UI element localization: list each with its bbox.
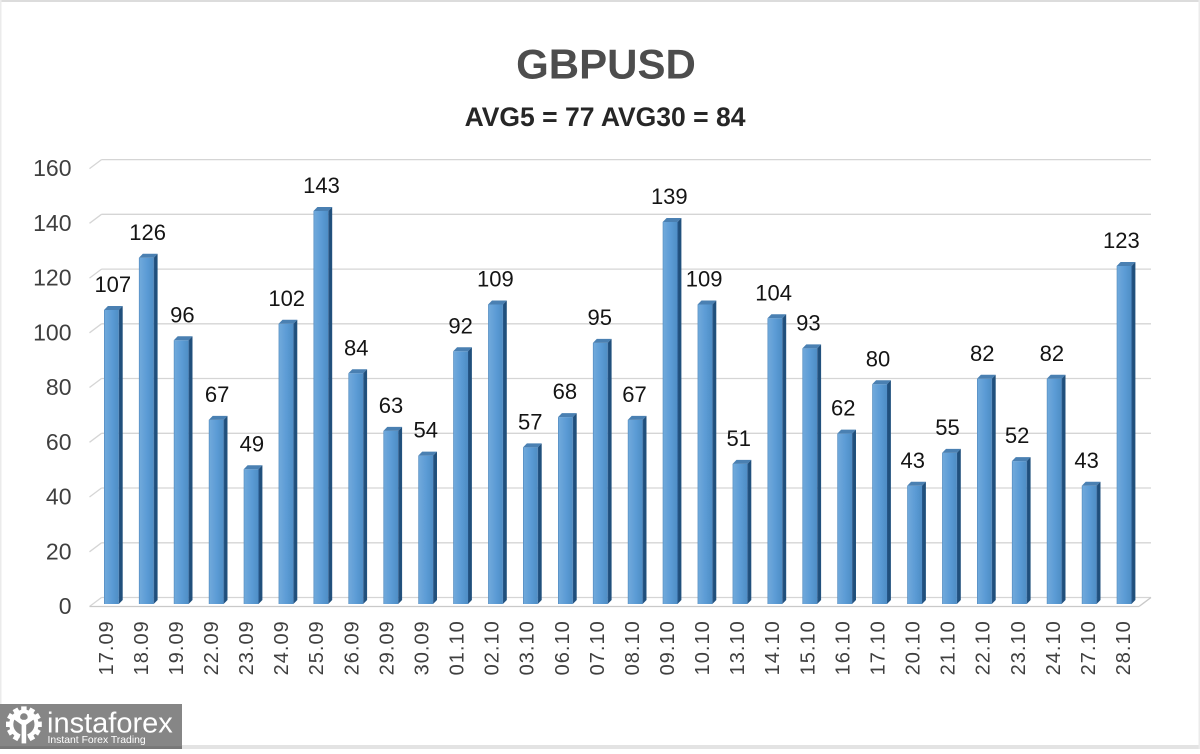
svg-text:120: 120 — [33, 265, 71, 291]
svg-text:13.10: 13.10 — [727, 620, 749, 675]
svg-text:84: 84 — [344, 335, 368, 360]
svg-text:96: 96 — [170, 302, 194, 327]
svg-text:57: 57 — [518, 410, 542, 435]
svg-text:10.10: 10.10 — [692, 620, 714, 675]
svg-text:126: 126 — [129, 220, 166, 245]
svg-text:54: 54 — [414, 418, 438, 443]
svg-text:0: 0 — [59, 593, 72, 619]
svg-text:49: 49 — [240, 431, 264, 456]
svg-text:09.10: 09.10 — [657, 620, 679, 675]
svg-text:52: 52 — [1005, 423, 1029, 448]
svg-text:01.10: 01.10 — [447, 620, 469, 675]
svg-text:60: 60 — [46, 429, 72, 455]
svg-text:43: 43 — [900, 448, 924, 473]
svg-text:17.09: 17.09 — [96, 620, 118, 675]
svg-text:25.09: 25.09 — [306, 620, 328, 675]
svg-text:123: 123 — [1103, 228, 1140, 253]
svg-text:109: 109 — [477, 267, 514, 292]
svg-text:43: 43 — [1074, 448, 1098, 473]
svg-text:51: 51 — [727, 426, 751, 451]
svg-text:23.09: 23.09 — [236, 620, 258, 675]
svg-text:55: 55 — [935, 415, 959, 440]
svg-text:28.10: 28.10 — [1113, 620, 1135, 675]
svg-text:26.09: 26.09 — [341, 620, 363, 675]
svg-text:02.10: 02.10 — [482, 620, 504, 675]
svg-text:20.10: 20.10 — [903, 620, 925, 675]
svg-text:14.10: 14.10 — [762, 620, 784, 675]
svg-text:102: 102 — [268, 286, 305, 311]
svg-text:67: 67 — [622, 382, 646, 407]
svg-text:62: 62 — [831, 396, 855, 421]
svg-text:29.09: 29.09 — [376, 620, 398, 675]
svg-text:03.10: 03.10 — [517, 620, 539, 675]
svg-text:80: 80 — [866, 346, 890, 371]
svg-text:20: 20 — [46, 538, 72, 564]
svg-text:21.10: 21.10 — [938, 620, 960, 675]
svg-text:160: 160 — [33, 155, 71, 181]
svg-text:95: 95 — [587, 305, 611, 330]
svg-text:107: 107 — [94, 272, 131, 297]
svg-text:23.10: 23.10 — [1008, 620, 1030, 675]
svg-text:07.10: 07.10 — [587, 620, 609, 675]
svg-text:63: 63 — [379, 393, 403, 418]
svg-text:22.10: 22.10 — [973, 620, 995, 675]
svg-text:67: 67 — [205, 382, 229, 407]
svg-text:109: 109 — [686, 267, 723, 292]
svg-text:24.09: 24.09 — [271, 620, 293, 675]
svg-text:AVG5 = 77 AVG30 = 84: AVG5 = 77 AVG30 = 84 — [465, 102, 746, 132]
svg-text:40: 40 — [46, 484, 72, 510]
svg-text:18.09: 18.09 — [131, 620, 153, 675]
svg-text:GBPUSD: GBPUSD — [516, 41, 696, 88]
svg-text:82: 82 — [970, 341, 994, 366]
svg-text:92: 92 — [448, 313, 472, 338]
svg-text:68: 68 — [553, 379, 577, 404]
svg-text:17.10: 17.10 — [868, 620, 890, 675]
svg-text:08.10: 08.10 — [622, 620, 644, 675]
svg-text:139: 139 — [651, 184, 688, 209]
svg-text:80: 80 — [46, 374, 72, 400]
svg-text:93: 93 — [796, 311, 820, 336]
svg-text:06.10: 06.10 — [552, 620, 574, 675]
svg-text:104: 104 — [755, 280, 792, 305]
svg-text:24.10: 24.10 — [1043, 620, 1065, 675]
svg-text:19.09: 19.09 — [166, 620, 188, 675]
svg-text:15.10: 15.10 — [797, 620, 819, 675]
svg-text:22.09: 22.09 — [201, 620, 223, 675]
svg-text:27.10: 27.10 — [1078, 620, 1100, 675]
svg-text:Instant Forex Trading: Instant Forex Trading — [48, 735, 146, 746]
svg-text:100: 100 — [33, 319, 71, 345]
svg-text:82: 82 — [1040, 341, 1064, 366]
svg-text:30.09: 30.09 — [412, 620, 434, 675]
svg-text:140: 140 — [33, 210, 71, 236]
svg-text:143: 143 — [303, 173, 340, 198]
svg-text:16.10: 16.10 — [832, 620, 854, 675]
